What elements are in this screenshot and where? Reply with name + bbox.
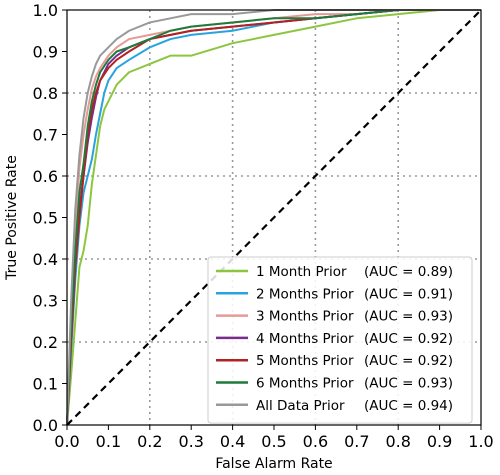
legend-entry-auc: (AUC = 0.92) [364,353,453,369]
y-tick-label: 1.0 [33,1,58,20]
legend-entry-auc: (AUC = 0.92) [364,331,453,347]
legend-entry-auc: (AUC = 0.89) [364,264,453,280]
legend-box [207,256,473,424]
y-tick-label: 0.1 [33,375,58,394]
legend-entry-auc: (AUC = 0.94) [364,398,453,414]
x-tick-label: 0.6 [303,432,328,451]
x-tick-label: 0.5 [261,432,286,451]
legend-entry-auc: (AUC = 0.93) [364,309,453,325]
y-tick-label: 0.6 [33,167,58,186]
y-tick-label: 0.2 [33,333,58,352]
legend-entry-auc: (AUC = 0.91) [364,286,453,302]
x-tick-label: 0.4 [220,432,245,451]
y-tick-label: 0.9 [33,43,58,62]
x-tick-label: 0.2 [137,432,162,451]
series-lines [66,9,481,426]
y-axis-ticks: 0.0 0.1 0.2 0.3 0.4 0.5 0.6 0.7 0.8 0.9 1.0 [33,1,67,435]
x-tick-label: 0.7 [344,432,369,451]
y-axis-label: True Positive Rate [4,155,20,281]
y-tick-label: 0.5 [33,209,58,228]
x-axis-ticks: 0.0 0.1 0.2 0.3 0.4 0.5 0.6 0.7 0.8 0.9 1.0 [54,425,494,451]
x-tick-label: 1.0 [468,432,493,451]
chance-diagonal-line [66,9,482,426]
y-tick-label: 0.3 [33,292,58,311]
x-axis-label: False Alarm Rate [215,456,332,472]
series-line [66,9,481,426]
legend-entry-auc: (AUC = 0.93) [364,376,453,392]
legend: 1 Month Prior (AUC = 0.89) 2 Months Prior (… [207,256,473,424]
series-line [66,9,481,426]
y-tick-label: 0.0 [33,416,58,435]
legend-entry-name: 3 Months Prior [256,309,354,325]
legend-entry-name: 1 Month Prior [256,264,347,280]
legend-entry-name: All Data Prior [256,398,345,414]
x-tick-label: 0.8 [385,432,410,451]
legend-entry-name: 4 Months Prior [256,331,354,347]
x-tick-label: 0.0 [54,432,79,451]
series-line [66,9,481,426]
legend-entry-name: 5 Months Prior [256,353,354,369]
legend-entry-name: 6 Months Prior [256,376,354,392]
legend-entry-name: 2 Months Prior [256,286,354,302]
x-tick-label: 0.9 [427,432,452,451]
y-tick-label: 0.8 [33,84,58,103]
x-tick-label: 0.3 [178,432,203,451]
y-tick-label: 0.7 [33,126,58,145]
y-tick-label: 0.4 [33,250,58,269]
x-tick-label: 0.1 [96,432,121,451]
